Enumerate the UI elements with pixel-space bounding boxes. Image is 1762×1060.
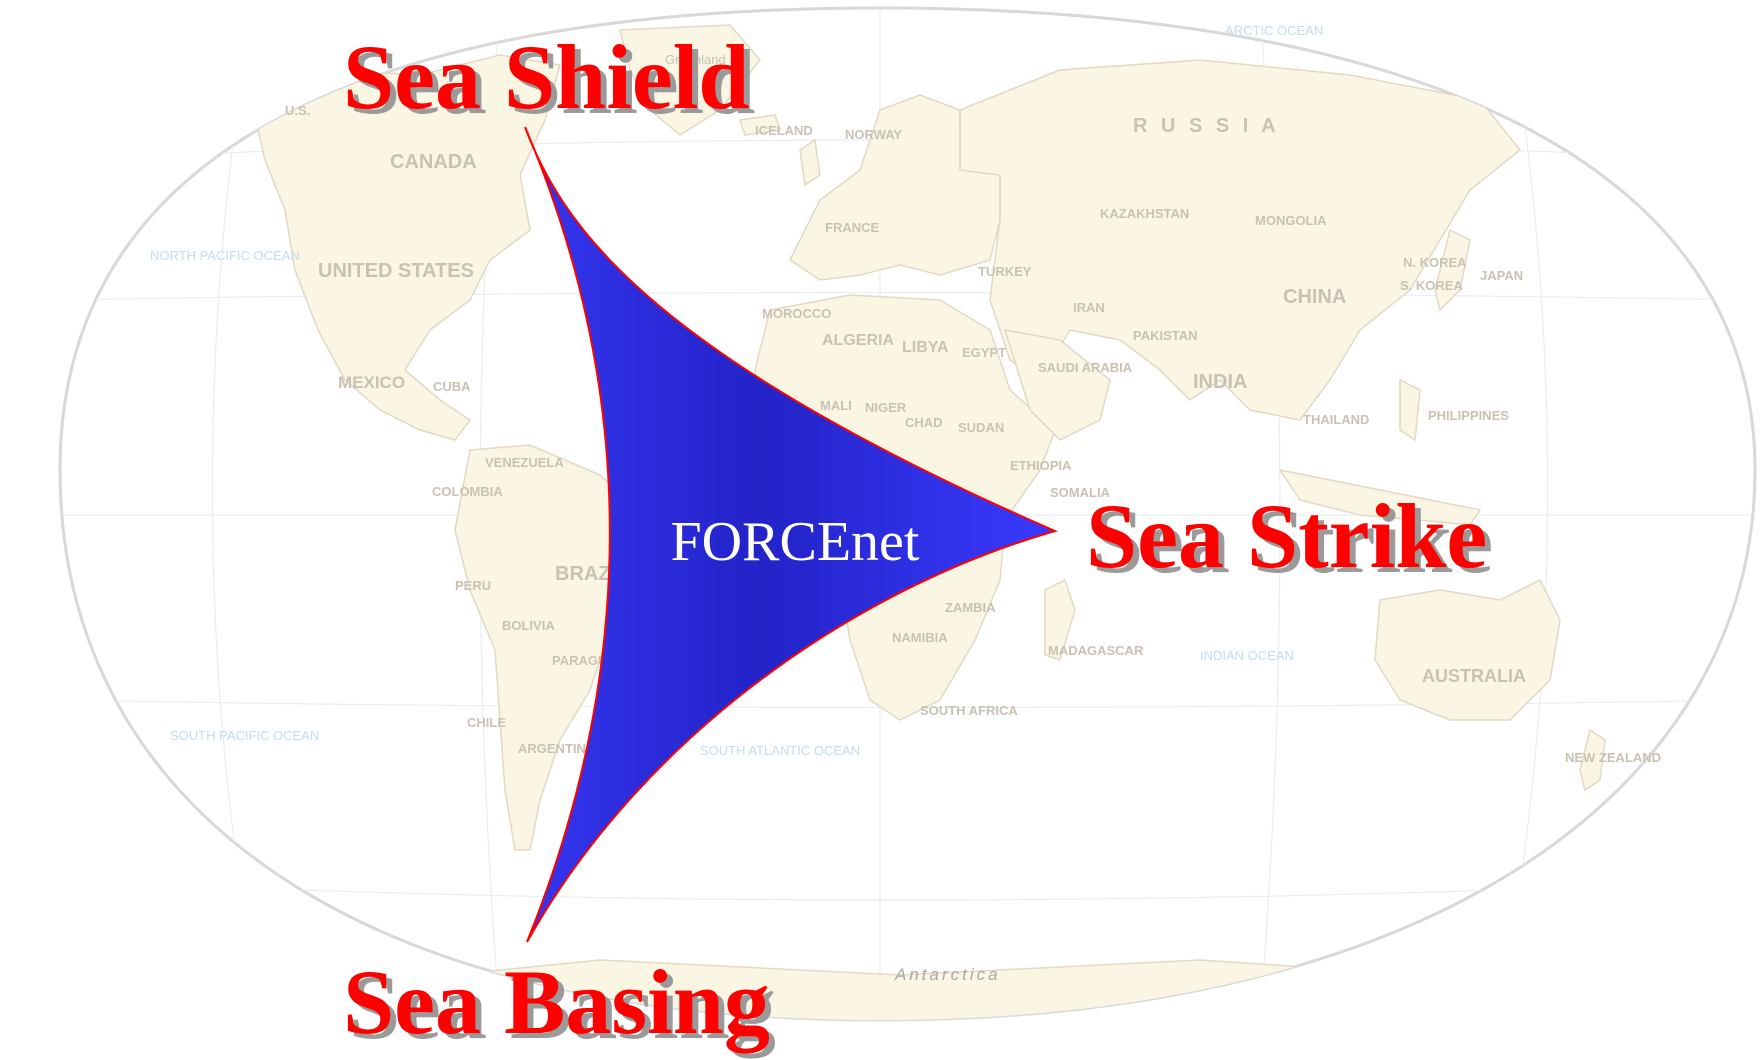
label-somalia: SOMALIA (1050, 485, 1111, 500)
label-india: INDIA (1193, 371, 1247, 393)
label-kazakhstan: KAZAKHSTAN (1100, 206, 1189, 221)
label-south-atlantic: SOUTH ATLANTIC OCEAN (700, 743, 860, 758)
label-pakistan: PAKISTAN (1133, 328, 1198, 343)
forcenet-triangle (524, 126, 1058, 943)
label-iceland: ICELAND (755, 123, 813, 138)
madagascar-landmass (1044, 578, 1076, 661)
label-algeria: ALGERIA (822, 332, 894, 349)
label-iran: IRAN (1073, 300, 1105, 315)
label-south-africa: SOUTH AFRICA (920, 703, 1018, 718)
greenland-landmass (619, 24, 761, 136)
label-turkey: TURKEY (978, 264, 1032, 279)
japan-landmass (1434, 228, 1471, 312)
sea-basing-label: Sea Basing (343, 951, 770, 1053)
label-japan: JAPAN (1480, 268, 1523, 283)
label-mongolia: MONGOLIA (1255, 213, 1327, 228)
label-venezuela: VENEZUELA (485, 455, 564, 470)
label-peru: PERU (455, 578, 491, 593)
label-s-korea: S. KOREA (1400, 278, 1463, 293)
sea-basing-shadow: Sea Basing (349, 956, 776, 1058)
label-china: CHINA (1283, 286, 1346, 308)
sea-shield-label: Sea Shield (343, 26, 749, 128)
label-n-korea: N. KOREA (1403, 255, 1467, 270)
sea-strike-shadow: Sea Strike (1092, 490, 1493, 592)
label-arctic-ocean: ARCTIC OCEAN (1225, 23, 1323, 38)
label-united-states: UNITED STATES (318, 260, 474, 282)
label-colombia: COLOMBIA (432, 484, 503, 499)
label-mali: MALI (820, 398, 852, 413)
forcenet-label: FORCEnet (671, 511, 920, 573)
label-libya: LIBYA (902, 339, 949, 356)
label-north-pacific: NORTH PACIFIC OCEAN (150, 248, 300, 263)
label-norway: NORWAY (845, 127, 902, 142)
forcenet-triangle-group: FORCEnet (524, 126, 1058, 943)
label-mexico: MEXICO (338, 373, 405, 392)
label-morocco: MOROCCO (762, 306, 831, 321)
label-egypt: EGYPT (962, 345, 1006, 360)
map-labels: U.S. CANADA UNITED STATES MEXICO CUBA VE… (150, 23, 1661, 984)
iceland-landmass (739, 114, 781, 136)
label-greenland: Greenland (665, 52, 726, 67)
label-namibia: NAMIBIA (892, 630, 948, 645)
label-sudan: SUDAN (958, 420, 1004, 435)
pillar-labels: Sea Shield Sea Shield Sea Strike Sea Str… (343, 26, 1493, 1058)
label-bolivia: BOLIVIA (502, 618, 555, 633)
label-thailand: THAILAND (1303, 412, 1369, 427)
label-indian-ocean: INDIAN OCEAN (1200, 648, 1294, 663)
label-south-pacific: SOUTH PACIFIC OCEAN (170, 728, 319, 743)
north-america-landmass (249, 54, 561, 441)
uk-landmass (799, 138, 821, 187)
new-zealand-landmass (1579, 728, 1606, 792)
label-australia: AUSTRALIA (1422, 666, 1526, 686)
label-canada: CANADA (390, 151, 477, 173)
label-madagascar: MADAGASCAR (1048, 643, 1144, 658)
label-chile: CHILE (467, 715, 506, 730)
label-saudi-arabia: SAUDI ARABIA (1038, 360, 1133, 375)
label-ethiopia: ETHIOPIA (1010, 458, 1072, 473)
sea-strike-label: Sea Strike (1086, 485, 1487, 587)
sea-shield-shadow: Sea Shield (349, 31, 755, 133)
label-zambia: ZAMBIA (945, 600, 996, 615)
label-france: FRANCE (825, 220, 879, 235)
indonesia-landmass (1278, 468, 1482, 526)
label-russia: R U S S I A (1133, 115, 1280, 137)
philippines-landmass (1399, 378, 1421, 442)
arabia-landmass (1003, 329, 1111, 441)
label-antarctica: Antarctica (894, 965, 1001, 984)
label-us-alaska: U.S. (285, 103, 310, 118)
label-argentina: ARGENTINA (518, 741, 596, 756)
australia-landmass (1374, 578, 1561, 721)
label-new-zealand: NEW ZEALAND (1565, 750, 1661, 765)
label-philippines: PHILIPPINES (1428, 408, 1509, 423)
label-cuba: CUBA (433, 379, 471, 394)
label-chad: CHAD (905, 415, 943, 430)
label-niger: NIGER (865, 400, 907, 415)
